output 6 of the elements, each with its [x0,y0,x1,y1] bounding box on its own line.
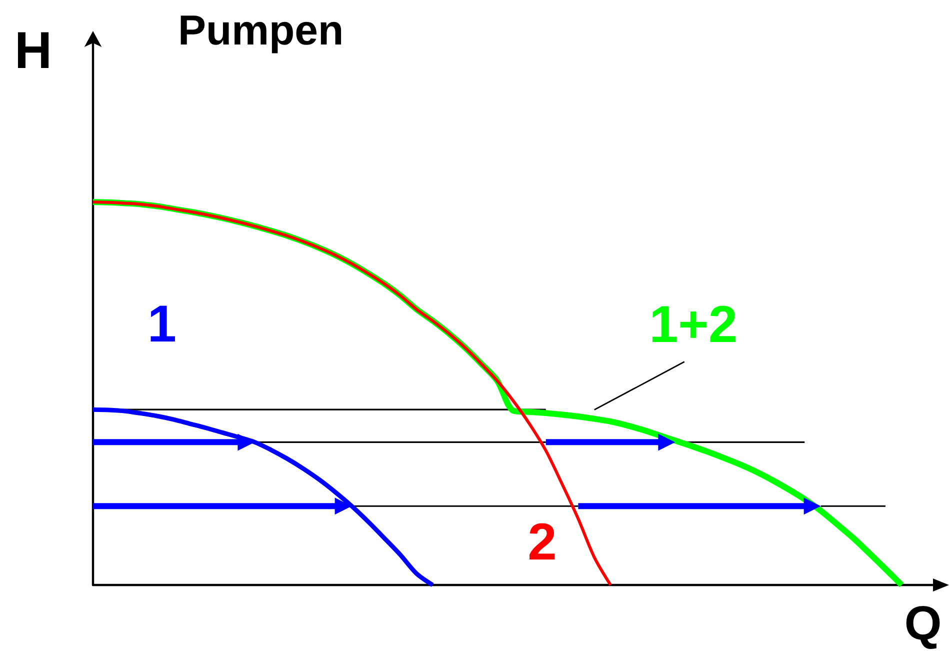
series-label: 1 [148,296,176,354]
chart-title: Pumpen [178,6,344,54]
series-label: 2 [528,514,557,572]
series-label: 1+2 [649,296,738,354]
x-axis-title: Q [904,598,942,650]
y-axis-title: H [14,22,52,80]
